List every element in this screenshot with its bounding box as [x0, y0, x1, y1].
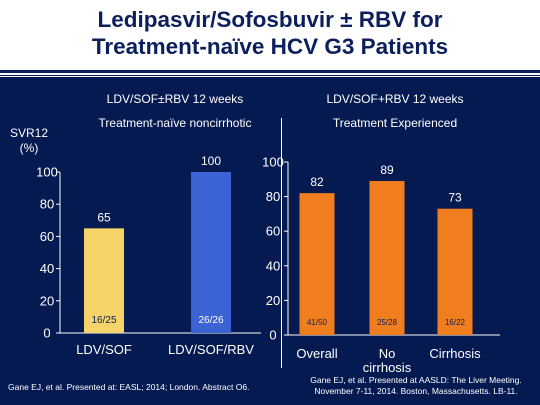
slide-title-line-1: Ledipasvir/Sofosbuvir ± RBV for — [97, 7, 443, 32]
footnote-left: Gane EJ, et al. Presented at: EASL; 2014… — [8, 382, 250, 392]
chart-left-bars: 65 16/25 LDV/SOF 100 26/26 LDV/SOF/RBV — [76, 154, 254, 357]
chart-left-value-label: 65 — [97, 210, 111, 224]
chart-right-bar — [437, 208, 473, 335]
chart-left-ylabel-line-2: (%) — [20, 141, 39, 155]
chart-right-bar — [299, 193, 335, 335]
chart-left-bar — [84, 228, 124, 333]
chart-right-count-label: 16/22 — [445, 318, 466, 327]
chart-left-y-tick-label: 80 — [40, 197, 54, 212]
chart-left-category-label: LDV/SOF — [76, 342, 132, 357]
chart-right-y-tick-label: 60 — [266, 224, 280, 239]
chart-left-y-tick-label: 20 — [40, 293, 54, 308]
chart-left-axis: 0 20 40 60 80 100 — [36, 165, 261, 341]
chart-left-value-label: 100 — [201, 154, 221, 168]
footnote-right: Gane EJ, et al. Presented at AASLD: The … — [298, 375, 534, 397]
slide-title: Ledipasvir/Sofosbuvir ± RBV for Treatmen… — [0, 6, 540, 60]
title-area: Ledipasvir/Sofosbuvir ± RBV for Treatmen… — [0, 0, 540, 78]
chart-right: LDV/SOF+RBV 12 weeks Treatment Experienc… — [262, 92, 500, 375]
chart-left-y-tick-label: 60 — [40, 229, 54, 244]
chart-left-y-tick-label: 40 — [40, 261, 54, 276]
chart-right-y-tick-label: 20 — [266, 293, 280, 308]
chart-right-count-label: 41/50 — [307, 318, 328, 327]
chart-right-category-label: cirrhosis — [363, 360, 412, 375]
panel-divider — [281, 118, 282, 368]
chart-left-ylabel-line-1: SVR12 — [10, 126, 48, 140]
title-rule-thin — [0, 75, 540, 76]
chart-left-category-label: LDV/SOF/RBV — [168, 342, 254, 357]
chart-right-y-tick-label: 100 — [262, 155, 284, 170]
chart-right-subtitle: Treatment Experienced — [333, 116, 457, 130]
chart-right-y-tick-label: 40 — [266, 258, 280, 273]
chart-right-category-label: Cirrhosis — [429, 346, 481, 361]
chart-right-category-label: Overall — [296, 346, 337, 361]
chart-right-y-tick-label: 80 — [266, 189, 280, 204]
chart-left-count-label: 26/26 — [198, 315, 223, 326]
chart-left: LDV/SOF±RBV 12 weeks Treatment-naïve non… — [10, 92, 261, 357]
chart-left-title: LDV/SOF±RBV 12 weeks — [107, 92, 244, 106]
title-rule — [0, 70, 540, 73]
chart-right-value-label: 82 — [310, 175, 324, 189]
chart-left-bar — [191, 172, 231, 333]
chart-right-y-tick-label: 0 — [269, 328, 276, 343]
chart-left-y-tick-label: 100 — [36, 165, 58, 180]
chart-left-count-label: 16/25 — [91, 315, 116, 326]
chart-right-count-label: 25/28 — [377, 318, 398, 327]
footnote-right-line-2: November 7-11, 2014. Boston, Massachuset… — [314, 386, 518, 396]
slide-title-line-2: Treatment-naïve HCV G3 Patients — [91, 34, 449, 59]
chart-left-subtitle: Treatment-naïve noncirrhotic — [99, 116, 252, 130]
chart-right-value-label: 89 — [380, 163, 394, 177]
chart-left-y-tick-label: 0 — [43, 326, 50, 341]
chart-right-title: LDV/SOF+RBV 12 weeks — [326, 92, 463, 106]
chart-right-value-label: 73 — [448, 191, 462, 205]
footnote-right-line-1: Gane EJ, et al. Presented at AASLD: The … — [310, 375, 522, 385]
chart-right-bar — [369, 181, 405, 335]
chart-right-category-label: No — [379, 346, 396, 361]
chart-right-axis: 0 20 40 60 80 100 — [262, 155, 500, 343]
